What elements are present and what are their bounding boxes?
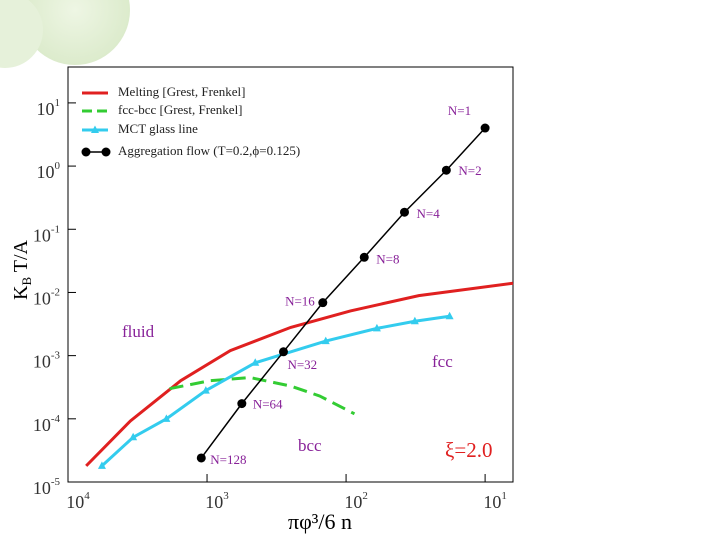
tick-exponent: -5	[51, 476, 61, 488]
point	[97, 461, 106, 469]
tick-exponent: -2	[51, 286, 60, 298]
tick-label: 10-5	[33, 476, 61, 499]
legend-label: Melting [Grest, Frenkel]	[118, 84, 245, 99]
tick-base: 10	[483, 492, 501, 512]
point	[321, 336, 330, 345]
tick-label: 101	[37, 96, 61, 119]
tick-exponent: -1	[51, 223, 60, 235]
series-line	[200, 127, 486, 459]
annotation: bcc	[298, 436, 322, 455]
tick-base: 10	[37, 162, 55, 182]
decoration	[0, 0, 43, 68]
legend-marker	[101, 147, 111, 157]
tick-base: 10	[344, 492, 362, 512]
tick-base: 10	[205, 492, 223, 512]
point	[162, 414, 171, 422]
point	[129, 432, 138, 441]
point-label: N=32	[287, 357, 317, 372]
tick-label: 103	[205, 490, 229, 513]
point-label: N=4	[416, 206, 440, 221]
legend-label: fcc-bcc [Grest, Frenkel]	[118, 102, 243, 117]
point	[201, 386, 210, 394]
y-label-sub: B	[19, 277, 34, 286]
legend-label: Aggregation flow (T=0.2,ϕ=0.125)	[118, 143, 300, 158]
tick-label: 10-1	[33, 223, 60, 246]
tick-exponent: 3	[223, 490, 229, 502]
point	[372, 323, 381, 332]
point-label: N=64	[253, 397, 283, 412]
decoration	[20, 0, 130, 65]
point-label: N=128	[210, 452, 246, 467]
tick-base: 10	[33, 478, 51, 498]
point	[445, 311, 454, 320]
annotation: fcc	[432, 352, 453, 371]
point	[318, 298, 328, 308]
point	[237, 399, 247, 409]
tick-base: 10	[33, 225, 51, 245]
point-label: N=2	[458, 163, 481, 178]
annotation: ξ=2.0	[445, 438, 492, 462]
y-axis-label: KB T/A	[10, 239, 34, 300]
point	[480, 123, 490, 133]
series-line	[85, 281, 514, 467]
tick-base: 10	[33, 352, 51, 372]
point	[410, 316, 419, 325]
tick-base: 10	[33, 289, 51, 309]
tick-exponent: -3	[51, 349, 61, 361]
tick-label: 101	[483, 490, 507, 513]
point-label: N=16	[285, 294, 315, 309]
point	[399, 207, 409, 217]
tick-label: 102	[344, 490, 368, 513]
tick-base: 10	[33, 415, 51, 435]
tick-label: 10-2	[33, 286, 60, 309]
tick-label: 10-3	[33, 349, 61, 372]
legend-marker	[81, 147, 91, 157]
annotation: fluid	[122, 322, 155, 341]
tick-exponent: 1	[55, 96, 61, 108]
tick-base: 10	[37, 99, 55, 119]
point	[441, 165, 451, 175]
tick-exponent: 0	[55, 160, 61, 172]
point	[196, 453, 206, 463]
tick-label: 100	[37, 160, 61, 183]
series-line	[169, 376, 356, 416]
tick-base: 10	[66, 492, 84, 512]
legend-label: MCT glass line	[118, 121, 198, 136]
tick-exponent: -4	[51, 412, 61, 424]
point-label: N=1	[448, 103, 471, 118]
tick-exponent: 4	[84, 490, 90, 502]
y-label-rest: T/A	[10, 239, 32, 276]
tick-exponent: 2	[362, 490, 368, 502]
point	[359, 252, 369, 262]
point	[251, 358, 260, 366]
tick-label: 104	[66, 490, 90, 513]
point-label: N=8	[376, 251, 399, 266]
x-axis-label: πφ³/6 n	[288, 509, 352, 534]
tick-label: 10-4	[33, 412, 61, 435]
y-label-main: K	[10, 285, 32, 300]
point	[278, 347, 288, 357]
legend-marker	[91, 125, 99, 133]
tick-exponent: 1	[501, 490, 507, 502]
